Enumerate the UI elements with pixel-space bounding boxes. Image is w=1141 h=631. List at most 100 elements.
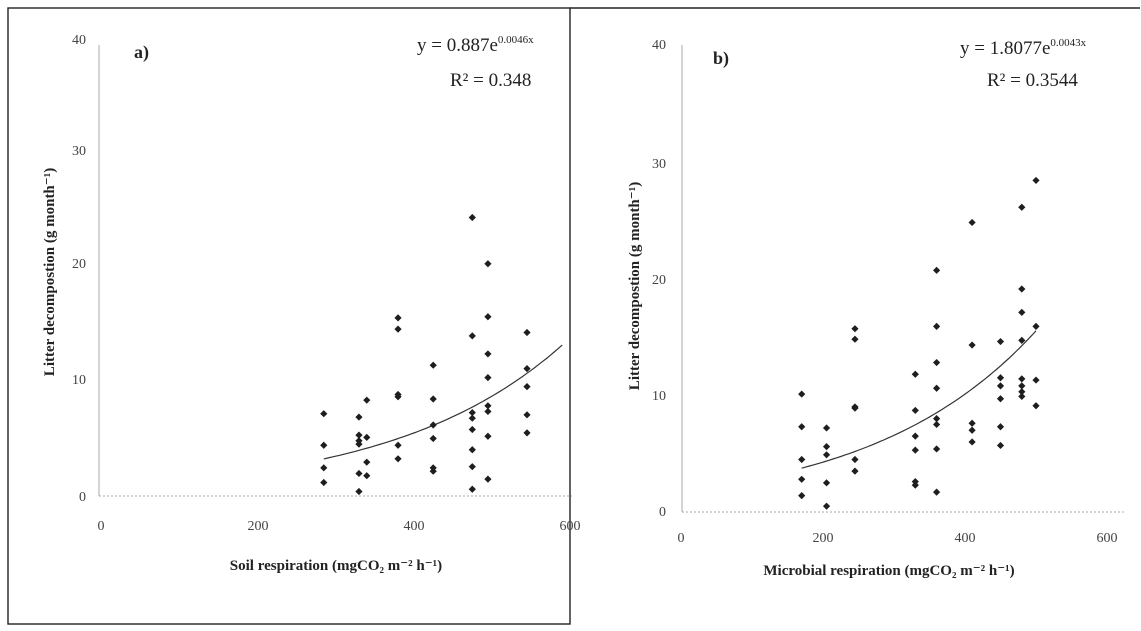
panel-a-x-tick: 200 (248, 519, 269, 534)
panel-a-data-point (355, 431, 363, 439)
panel-a-data-point (523, 429, 531, 437)
panel-b-data-point (851, 404, 859, 412)
panel-a-data-point (523, 411, 531, 419)
panel-b-data-point (851, 325, 859, 333)
panel-b-r2: R² = 0.3544 (987, 70, 1078, 91)
panel-b-data-point (1018, 285, 1026, 293)
panel-a-data-point (320, 464, 328, 472)
panel-b-data-point (1018, 308, 1026, 316)
panel-b-data-point (822, 502, 831, 510)
panel-b-y-tick: 40 (652, 38, 666, 53)
panel-b-data-point (933, 445, 941, 453)
panel-a-data-point (320, 441, 328, 449)
panel-b-data-point (851, 335, 859, 343)
panel-b-data-point (822, 451, 831, 459)
panel-b-data-point (798, 475, 806, 483)
panel-b-data-point (1032, 402, 1040, 410)
panel-b-trendline (801, 330, 1037, 469)
figure-frame: a) y = 0.887e0.0046x R² = 0.348 Soil res… (4, 4, 1140, 625)
panel-b-y-tick: 10 (652, 389, 666, 404)
panel-a-data-point (468, 414, 476, 422)
panel-a-data-point (468, 425, 476, 434)
panel-b-data-point (822, 479, 831, 487)
panel-a-data-point (429, 434, 437, 443)
panel-b-data-point (798, 455, 806, 464)
panel-a-label: a) (134, 42, 149, 63)
panel-b-x-tick: 400 (955, 531, 976, 546)
panel-a-data-point (394, 314, 402, 322)
panel-a-y-tick: 0 (79, 490, 86, 505)
panel-b-data-point (911, 406, 919, 415)
panel-a-data-point (429, 467, 437, 475)
panel-a-data-point (484, 407, 492, 416)
panel-a-data-point (484, 402, 492, 410)
panel-a-data-point (320, 410, 328, 418)
figure-svg: a) y = 0.887e0.0046x R² = 0.348 Soil res… (7, 7, 1140, 625)
panel-b-data-point (933, 266, 941, 274)
panel-a-x-label: Soil respiration (mgCO₂ m⁻² h⁻¹) (230, 558, 442, 574)
panel-b-equation: y = 1.8077e0.0043x (960, 37, 1087, 59)
panel-b-data-point (968, 218, 976, 227)
panel-b-data-point (996, 337, 1005, 346)
panel-b-data-point (1018, 336, 1026, 344)
panel-a-data-point (484, 260, 492, 268)
panel-a-equation: y = 0.887e0.0046x (417, 34, 534, 56)
panel-b-data-point (1032, 176, 1040, 185)
panel-a-r2: R² = 0.348 (450, 70, 531, 91)
panel-b-data-point (996, 441, 1005, 450)
panel-b-data-point (1032, 322, 1040, 330)
panel-b-data-point (996, 395, 1005, 403)
panel-a-trendline (323, 344, 563, 460)
panel-a-data-point (484, 475, 492, 483)
panel-b-y-tick: 0 (659, 505, 666, 520)
panel-b-data-point (968, 341, 976, 349)
panel-b-data-point (798, 390, 806, 398)
panel-a-data-point (484, 374, 492, 382)
panel-a-data-point (523, 328, 531, 337)
panel-a-y-tick: 30 (72, 144, 86, 159)
panel-a-data-point (355, 413, 363, 421)
panel-a-data-point (363, 396, 371, 404)
panel-b-x-tick: 200 (813, 531, 834, 546)
panel-b-data-point (1018, 203, 1026, 211)
panel-b-data-point (851, 467, 859, 475)
panel-b-data-point (1018, 382, 1026, 390)
panel-a-data-point (363, 458, 371, 466)
panel-a-data-point (484, 313, 492, 321)
panel-a-data-point (468, 463, 476, 471)
panel-b-data-point (1032, 376, 1040, 384)
panel-b-y-tick: 30 (652, 157, 666, 172)
panel-a-data-point (468, 332, 476, 340)
panel-b-data-point (911, 446, 919, 454)
panel-b-data-point (933, 384, 941, 392)
panel-b-data-point (851, 455, 859, 464)
panel-b-label: b) (713, 48, 729, 69)
panel-a-x-tick: 0 (98, 519, 105, 534)
panel-a-data-point (320, 478, 328, 487)
panel-b-y-label: Litter decompostion (g month⁻¹) (627, 182, 643, 390)
panel-b-data-point (822, 443, 831, 451)
panel-a-data-point (429, 421, 437, 429)
panel-a-data-point (355, 469, 363, 478)
panel-a-data-point (394, 441, 402, 449)
panel-b-data-point (933, 415, 941, 423)
panel-a-data-point (394, 325, 402, 333)
panel-b-data-point (798, 492, 806, 500)
panel-b-x-tick: 600 (1097, 531, 1118, 546)
panel-b-data-point (1018, 375, 1026, 383)
panel-b-data-point (933, 322, 941, 330)
panel-b-data-point (996, 423, 1005, 431)
panel-a: a) y = 0.887e0.0046x R² = 0.348 Soil res… (42, 33, 581, 574)
panel-b-data-point (968, 426, 976, 434)
panel-b-data-point (968, 419, 976, 427)
panel-a-y-tick: 10 (72, 373, 86, 388)
panel-a-data-point (468, 446, 476, 454)
panel-b-data-point (1018, 388, 1026, 396)
panel-a-data-point (355, 440, 363, 448)
panel-a-data-point (484, 350, 492, 358)
panel-b-x-tick: 0 (678, 531, 685, 546)
panel-a-data-point (394, 393, 402, 401)
panel-a-data-point (429, 395, 437, 403)
panel-a-data-point (363, 472, 371, 480)
panel-a-data-point (523, 383, 531, 391)
